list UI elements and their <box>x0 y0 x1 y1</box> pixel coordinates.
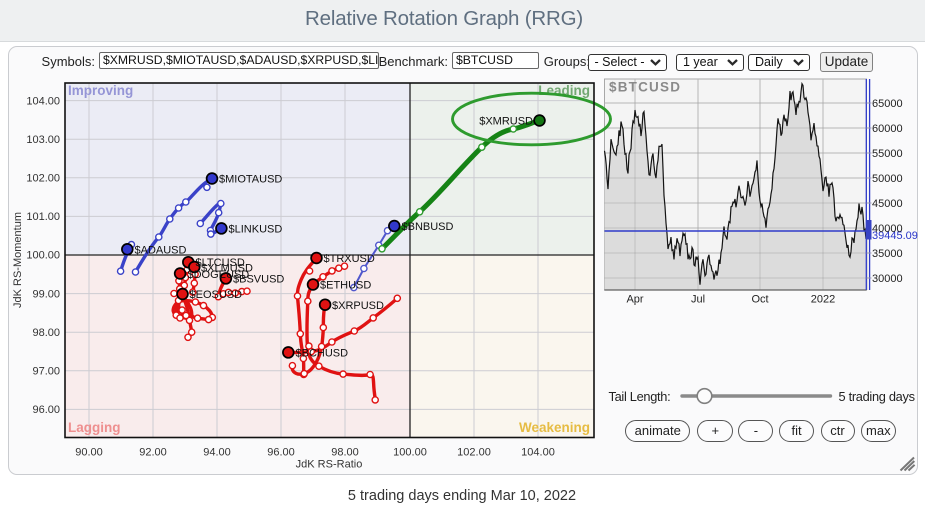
svg-text:Apr: Apr <box>626 294 643 306</box>
svg-text:JdK RS-Momentum: JdK RS-Momentum <box>12 212 24 308</box>
svg-text:90.00: 90.00 <box>75 447 103 459</box>
svg-text:55000: 55000 <box>872 148 903 160</box>
svg-text:2022: 2022 <box>811 294 835 306</box>
svg-text:97.00: 97.00 <box>32 366 60 378</box>
svg-text:$BNBUSD: $BNBUSD <box>402 221 454 233</box>
svg-text:30000: 30000 <box>872 273 903 285</box>
svg-text:Improving: Improving <box>68 83 133 98</box>
svg-text:104.00: 104.00 <box>26 95 60 107</box>
svg-text:$EOSUSD: $EOSUSD <box>190 289 243 301</box>
svg-text:$XRPUSD: $XRPUSD <box>332 300 384 312</box>
svg-text:103.00: 103.00 <box>26 134 60 146</box>
svg-text:$ETHUSD: $ETHUSD <box>320 280 371 292</box>
svg-text:$MIOTAUSD: $MIOTAUSD <box>219 174 282 186</box>
svg-text:50000: 50000 <box>872 173 903 185</box>
svg-text:98.00: 98.00 <box>32 327 60 339</box>
svg-text:101.00: 101.00 <box>26 211 60 223</box>
svg-text:Weakening: Weakening <box>519 420 590 435</box>
svg-text:39445.09: 39445.09 <box>872 230 918 242</box>
svg-text:60000: 60000 <box>872 123 903 135</box>
svg-text:94.00: 94.00 <box>203 447 231 459</box>
svg-text:JdK RS-Ratio: JdK RS-Ratio <box>296 459 363 471</box>
svg-text:Lagging: Lagging <box>68 420 121 435</box>
svg-text:104.00: 104.00 <box>521 447 555 459</box>
svg-text:Oct: Oct <box>751 294 768 306</box>
svg-text:96.00: 96.00 <box>32 404 60 416</box>
svg-text:92.00: 92.00 <box>139 447 167 459</box>
svg-text:$LTCUSD: $LTCUSD <box>196 257 245 269</box>
svg-text:$BSVUSD: $BSVUSD <box>233 274 284 286</box>
svg-text:100.00: 100.00 <box>26 250 60 262</box>
svg-text:Jul: Jul <box>691 294 705 306</box>
svg-text:100.00: 100.00 <box>393 447 427 459</box>
svg-text:$BCHUSD: $BCHUSD <box>296 348 349 360</box>
svg-text:$XLMUSD: $XLMUSD <box>201 262 253 274</box>
svg-text:96.00: 96.00 <box>267 447 295 459</box>
svg-text:$ADAUSD: $ADAUSD <box>135 244 187 256</box>
svg-text:99.00: 99.00 <box>32 288 60 300</box>
svg-text:45000: 45000 <box>872 198 903 210</box>
svg-text:$DOGEUSD: $DOGEUSD <box>188 269 250 281</box>
svg-text:$BTCUSD: $BTCUSD <box>609 80 681 95</box>
svg-text:40000: 40000 <box>872 223 903 235</box>
svg-text:$XMRUSD: $XMRUSD <box>479 115 533 127</box>
svg-text:35000: 35000 <box>872 248 903 260</box>
svg-text:98.00: 98.00 <box>331 447 359 459</box>
svg-text:102.00: 102.00 <box>26 173 60 185</box>
svg-text:$TRXUSD: $TRXUSD <box>324 253 375 265</box>
svg-text:$LINKUSD: $LINKUSD <box>229 224 283 236</box>
svg-text:102.00: 102.00 <box>457 447 491 459</box>
svg-text:65000: 65000 <box>872 98 903 110</box>
